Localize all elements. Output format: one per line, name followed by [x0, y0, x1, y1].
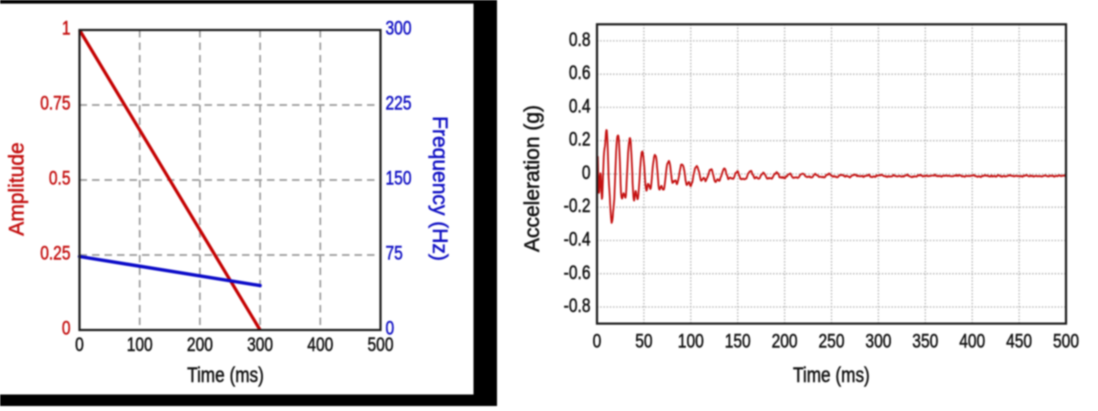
svg-text:0.75: 0.75	[40, 92, 70, 114]
svg-text:50: 50	[635, 330, 652, 352]
svg-text:400: 400	[307, 334, 333, 356]
svg-text:300: 300	[865, 330, 891, 352]
svg-text:-0.8: -0.8	[564, 295, 591, 317]
svg-text:0.5: 0.5	[49, 167, 71, 189]
svg-text:150: 150	[386, 167, 412, 189]
svg-text:Amplitude: Amplitude	[6, 142, 29, 235]
svg-text:0: 0	[386, 317, 395, 339]
svg-text:500: 500	[1053, 330, 1079, 352]
svg-text:150: 150	[725, 330, 751, 352]
svg-text:Time (ms): Time (ms)	[793, 365, 870, 388]
svg-text:0.4: 0.4	[569, 95, 591, 117]
svg-text:500: 500	[368, 334, 394, 356]
svg-text:100: 100	[678, 330, 704, 352]
svg-text:0.25: 0.25	[40, 242, 70, 264]
svg-text:350: 350	[912, 330, 938, 352]
svg-text:200: 200	[772, 330, 798, 352]
svg-text:0: 0	[62, 317, 71, 339]
svg-text:300: 300	[247, 334, 273, 356]
svg-text:75: 75	[386, 242, 403, 264]
svg-text:200: 200	[187, 334, 213, 356]
svg-text:0.8: 0.8	[569, 29, 591, 51]
svg-text:400: 400	[959, 330, 985, 352]
svg-text:300: 300	[386, 17, 412, 39]
svg-text:Frequency (Hz): Frequency (Hz)	[428, 116, 451, 261]
svg-text:Time (ms): Time (ms)	[187, 365, 264, 388]
svg-text:-0.4: -0.4	[564, 228, 591, 250]
svg-text:0.6: 0.6	[569, 62, 591, 84]
svg-text:225: 225	[386, 92, 412, 114]
svg-text:0.2: 0.2	[569, 128, 591, 150]
svg-text:100: 100	[127, 334, 153, 356]
svg-text:1: 1	[62, 17, 71, 39]
svg-text:450: 450	[1006, 330, 1032, 352]
svg-text:Acceleration (g): Acceleration (g)	[521, 105, 544, 252]
svg-text:-0.2: -0.2	[564, 195, 591, 217]
svg-text:0: 0	[582, 162, 591, 184]
svg-text:250: 250	[819, 330, 845, 352]
svg-text:0: 0	[593, 330, 602, 352]
svg-text:-0.6: -0.6	[564, 261, 591, 283]
svg-text:0: 0	[75, 334, 84, 356]
